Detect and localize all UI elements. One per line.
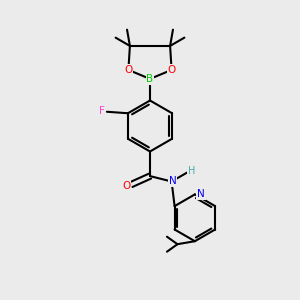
Text: N: N	[169, 176, 176, 186]
Text: N: N	[197, 189, 205, 199]
Text: O: O	[122, 181, 130, 191]
Text: H: H	[188, 166, 195, 176]
Text: B: B	[146, 74, 154, 84]
Text: F: F	[99, 106, 104, 116]
Text: O: O	[167, 65, 176, 75]
Text: O: O	[124, 65, 133, 75]
